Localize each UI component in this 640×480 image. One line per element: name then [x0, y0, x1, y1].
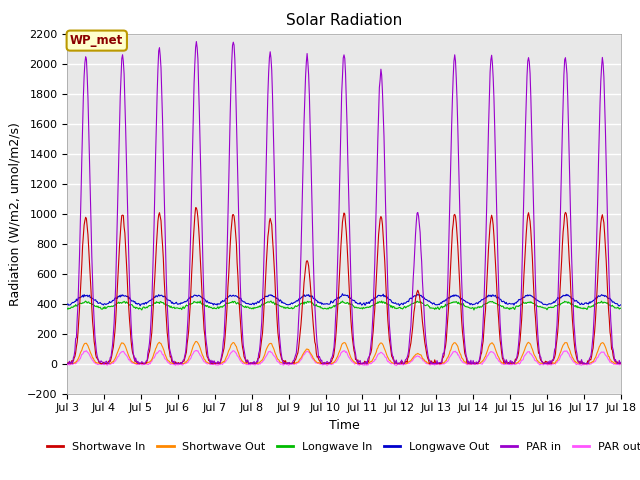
- Legend: Shortwave In, Shortwave Out, Longwave In, Longwave Out, PAR in, PAR out: Shortwave In, Shortwave Out, Longwave In…: [42, 438, 640, 456]
- Text: WP_met: WP_met: [70, 34, 124, 47]
- X-axis label: Time: Time: [328, 419, 360, 432]
- Title: Solar Radiation: Solar Radiation: [286, 13, 402, 28]
- Y-axis label: Radiation (W/m2, umol/m2/s): Radiation (W/m2, umol/m2/s): [8, 121, 21, 306]
